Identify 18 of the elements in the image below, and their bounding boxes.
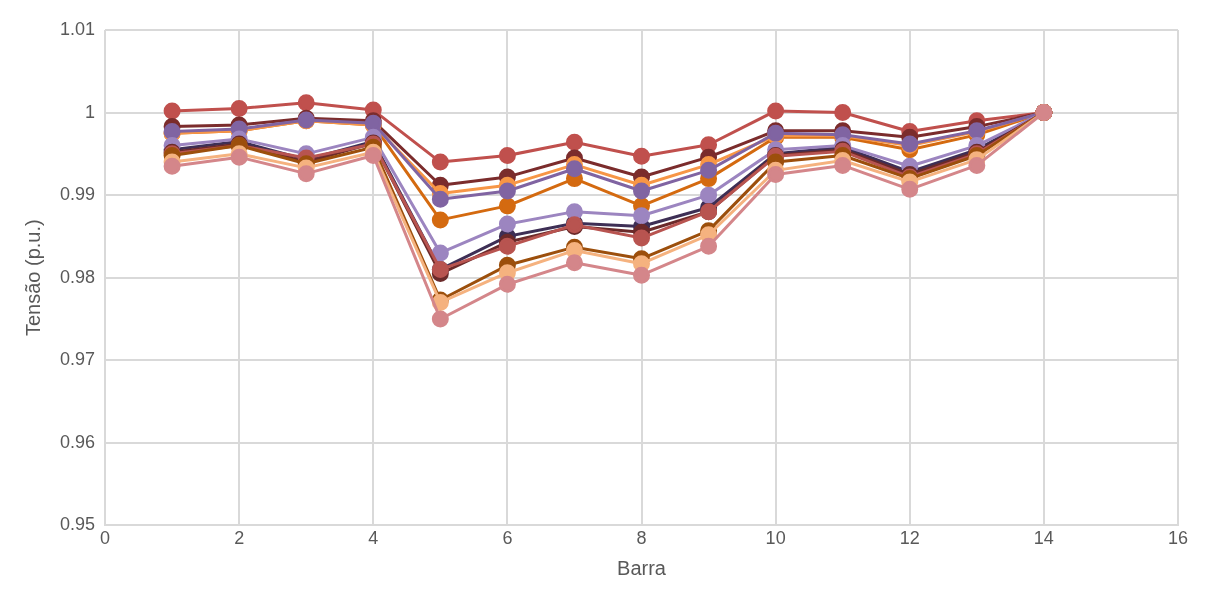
y-tick-label: 0.95 (59, 514, 96, 535)
y-tick-label: 0.99 (59, 184, 96, 205)
x-tick-label: 14 (1033, 528, 1054, 549)
y-tick-label: 0.98 (59, 266, 96, 287)
x-tick-label: 8 (636, 528, 647, 549)
x-tick-label: 0 (100, 528, 111, 549)
x-tick-label: 10 (765, 528, 786, 549)
x-axis-title: Barra (617, 556, 667, 579)
y-tick-label: 1 (85, 101, 96, 122)
x-tick-label: 2 (234, 528, 245, 549)
x-tick-label: 12 (899, 528, 920, 549)
x-tick-label: 6 (502, 528, 513, 549)
x-tick-label: 4 (368, 528, 379, 549)
y-tick-label: 1.01 (59, 18, 96, 39)
y-axis-title: Tensão (p.u.) (21, 219, 44, 337)
x-tick-label: 16 (1167, 528, 1189, 549)
y-tick-label: 0.96 (59, 431, 96, 452)
y-tick-label: 0.97 (59, 349, 96, 370)
